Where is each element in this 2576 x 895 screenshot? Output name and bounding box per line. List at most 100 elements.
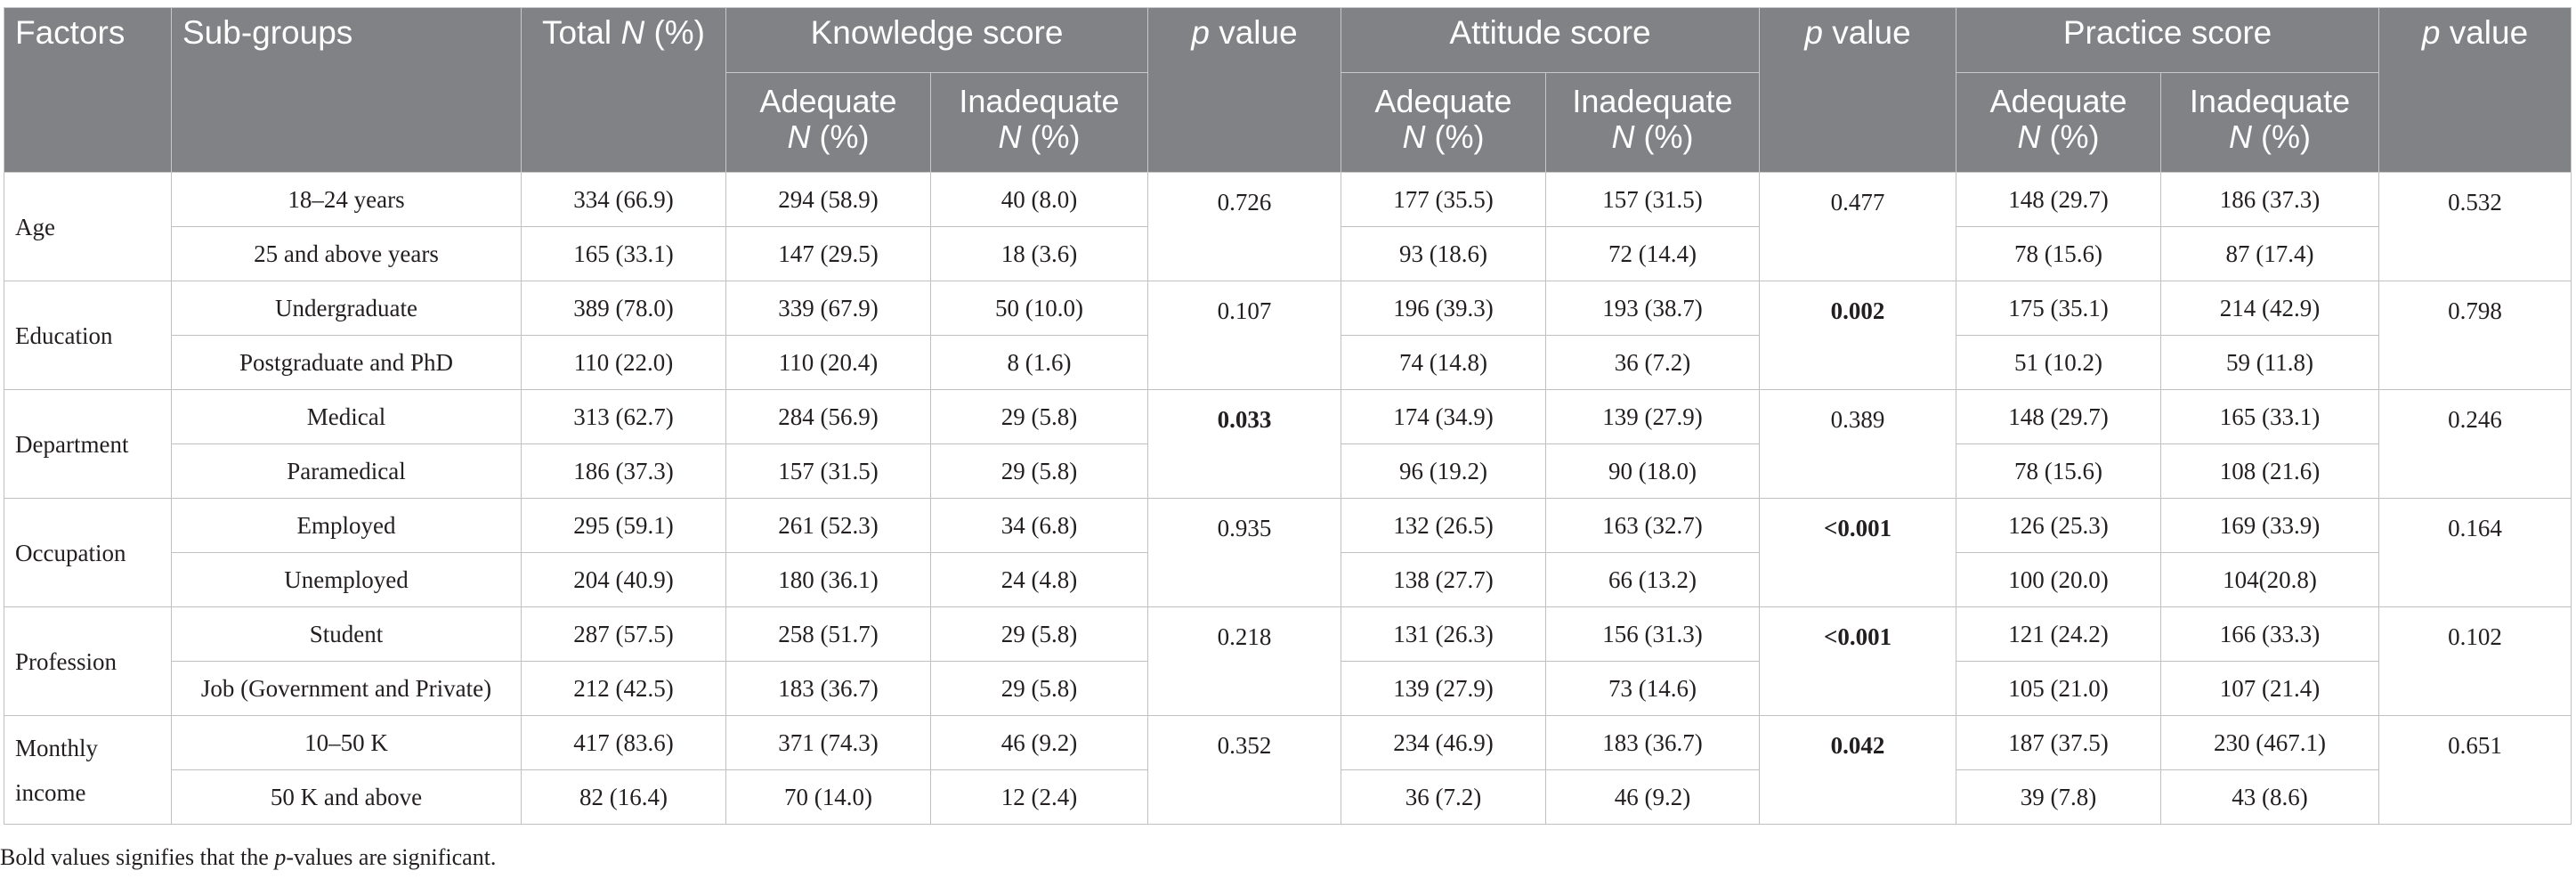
total-cell: 110 (22.0) xyxy=(521,335,726,390)
knowledge-adequate-cell: 70 (14.0) xyxy=(725,769,931,825)
table-footnote: Bold values signifies that the p-values … xyxy=(0,844,497,870)
header-factors: Factors xyxy=(4,7,172,173)
knowledge-inadequate-cell: 40 (8.0) xyxy=(930,172,1148,227)
subgroup-cell: Employed xyxy=(171,498,522,553)
factor-cell: Monthly income xyxy=(4,715,172,825)
practice-adequate-cell: 187 (37.5) xyxy=(1956,715,2162,770)
attitude-inadequate-cell: 163 (32.7) xyxy=(1544,498,1761,553)
header-attitude-inadequate: Inadequate N (%) xyxy=(1544,72,1761,173)
subgroup-cell: 25 and above years xyxy=(171,226,522,281)
knowledge-adequate-cell: 157 (31.5) xyxy=(725,443,931,499)
header-knowledge-adequate: Adequate N (%) xyxy=(725,72,931,173)
practice-inadequate-cell: 104(20.8) xyxy=(2160,552,2380,607)
subgroup-cell: Undergraduate xyxy=(171,281,522,336)
practice-adequate-cell: 126 (25.3) xyxy=(1956,498,2162,553)
table-row: Age 18–24 years 334 (66.9) 294 (58.9) 40 (8.… xyxy=(4,172,2572,281)
attitude-adequate-cell: 96 (19.2) xyxy=(1341,443,1546,499)
knowledge-inadequate-cell: 34 (6.8) xyxy=(930,498,1148,553)
knowledge-p-value-cell: 0.107 xyxy=(1147,281,1341,390)
total-cell: 313 (62.7) xyxy=(521,389,726,444)
practice-p-value-cell: 0.651 xyxy=(2378,715,2572,825)
attitude-inadequate-cell: 73 (14.6) xyxy=(1544,661,1761,716)
header-total: Total N (%) xyxy=(521,7,726,173)
knowledge-inadequate-cell: 18 (3.6) xyxy=(930,226,1148,281)
factor-cell: Occupation xyxy=(4,498,172,607)
table-row: Postgraduate and PhD 110 (22.0) 110 (20.4)… xyxy=(4,335,2572,390)
knowledge-adequate-cell: 258 (51.7) xyxy=(725,606,931,662)
practice-p-value-cell: 0.102 xyxy=(2378,606,2572,716)
table-row: Monthly income 10–50 K 417 (83.6) 371 (74.3… xyxy=(4,715,2572,825)
header-knowledge-score: Knowledge score xyxy=(725,7,1148,73)
practice-inadequate-cell: 186 (37.3) xyxy=(2160,172,2380,227)
header-practice-p-value: p value xyxy=(2378,7,2572,173)
attitude-adequate-cell: 138 (27.7) xyxy=(1341,552,1546,607)
attitude-inadequate-cell: 72 (14.4) xyxy=(1544,226,1761,281)
attitude-p-value-cell: 0.002 xyxy=(1759,281,1957,390)
total-cell: 417 (83.6) xyxy=(521,715,726,770)
header-attitude-adequate: Adequate N (%) xyxy=(1341,72,1546,173)
knowledge-adequate-cell: 110 (20.4) xyxy=(725,335,931,390)
knowledge-inadequate-cell: 46 (9.2) xyxy=(930,715,1148,770)
table-row: Occupation Employed 295 (59.1) 261 (52.3) 34… xyxy=(4,498,2572,607)
total-cell: 287 (57.5) xyxy=(521,606,726,662)
subgroup-cell: 50 K and above xyxy=(171,769,522,825)
total-cell: 389 (78.0) xyxy=(521,281,726,336)
practice-adequate-cell: 148 (29.7) xyxy=(1956,172,2162,227)
attitude-adequate-cell: 174 (34.9) xyxy=(1341,389,1546,444)
knowledge-adequate-cell: 147 (29.5) xyxy=(725,226,931,281)
results-table-container: Factors Sub-groups Total N (%) Knowledge… xyxy=(4,7,2572,825)
practice-inadequate-cell: 165 (33.1) xyxy=(2160,389,2380,444)
total-cell: 334 (66.9) xyxy=(521,172,726,227)
practice-inadequate-cell: 169 (33.9) xyxy=(2160,498,2380,553)
knowledge-inadequate-cell: 29 (5.8) xyxy=(930,606,1148,662)
table-row: Profession Student 287 (57.5) 258 (51.7) 29 … xyxy=(4,606,2572,716)
subgroup-cell: 10–50 K xyxy=(171,715,522,770)
attitude-p-value-cell: 0.389 xyxy=(1759,389,1957,499)
table-body: Age 18–24 years 334 (66.9) 294 (58.9) 40 (8.… xyxy=(4,172,2572,825)
practice-adequate-cell: 78 (15.6) xyxy=(1956,226,2162,281)
practice-inadequate-cell: 87 (17.4) xyxy=(2160,226,2380,281)
practice-inadequate-cell: 230 (467.1) xyxy=(2160,715,2380,770)
practice-p-value-cell: 0.164 xyxy=(2378,498,2572,607)
subgroup-cell: Medical xyxy=(171,389,522,444)
practice-inadequate-cell: 107 (21.4) xyxy=(2160,661,2380,716)
knowledge-adequate-cell: 371 (74.3) xyxy=(725,715,931,770)
total-cell: 204 (40.9) xyxy=(521,552,726,607)
attitude-p-value-cell: 0.477 xyxy=(1759,172,1957,281)
knowledge-adequate-cell: 294 (58.9) xyxy=(725,172,931,227)
header-subgroups: Sub-groups xyxy=(171,7,522,173)
knowledge-adequate-cell: 284 (56.9) xyxy=(725,389,931,444)
practice-p-value-cell: 0.532 xyxy=(2378,172,2572,281)
knowledge-p-value-cell: 0.935 xyxy=(1147,498,1341,607)
table-row: Paramedical 186 (37.3) 157 (31.5) 29 (5.8) 9… xyxy=(4,443,2572,499)
table-row: Unemployed 204 (40.9) 180 (36.1) 24 (4.8) 13… xyxy=(4,552,2572,607)
attitude-p-value-cell: <0.001 xyxy=(1759,606,1957,716)
attitude-inadequate-cell: 156 (31.3) xyxy=(1544,606,1761,662)
subgroup-cell: Paramedical xyxy=(171,443,522,499)
header-practice-adequate: Adequate N (%) xyxy=(1956,72,2162,173)
practice-inadequate-cell: 59 (11.8) xyxy=(2160,335,2380,390)
header-practice-inadequate: Inadequate N (%) xyxy=(2160,72,2380,173)
attitude-inadequate-cell: 66 (13.2) xyxy=(1544,552,1761,607)
practice-inadequate-cell: 214 (42.9) xyxy=(2160,281,2380,336)
attitude-inadequate-cell: 183 (36.7) xyxy=(1544,715,1761,770)
knowledge-inadequate-cell: 12 (2.4) xyxy=(930,769,1148,825)
header-knowledge-inadequate: Inadequate N (%) xyxy=(930,72,1148,173)
practice-adequate-cell: 148 (29.7) xyxy=(1956,389,2162,444)
practice-p-value-cell: 0.246 xyxy=(2378,389,2572,499)
table-row: 50 K and above 82 (16.4) 70 (14.0) 12 (2.4)… xyxy=(4,769,2572,825)
knowledge-inadequate-cell: 50 (10.0) xyxy=(930,281,1148,336)
subgroup-cell: Postgraduate and PhD xyxy=(171,335,522,390)
practice-p-value-cell: 0.798 xyxy=(2378,281,2572,390)
attitude-p-value-cell: 0.042 xyxy=(1759,715,1957,825)
table-row: Department Medical 313 (62.7) 284 (56.9) 29 … xyxy=(4,389,2572,499)
practice-adequate-cell: 39 (7.8) xyxy=(1956,769,2162,825)
attitude-p-value-cell: <0.001 xyxy=(1759,498,1957,607)
practice-adequate-cell: 78 (15.6) xyxy=(1956,443,2162,499)
practice-adequate-cell: 175 (35.1) xyxy=(1956,281,2162,336)
attitude-adequate-cell: 196 (39.3) xyxy=(1341,281,1546,336)
knowledge-inadequate-cell: 29 (5.8) xyxy=(930,661,1148,716)
attitude-inadequate-cell: 46 (9.2) xyxy=(1544,769,1761,825)
practice-adequate-cell: 105 (21.0) xyxy=(1956,661,2162,716)
table-row: Job (Government and Private) 212 (42.5) 18… xyxy=(4,661,2572,716)
